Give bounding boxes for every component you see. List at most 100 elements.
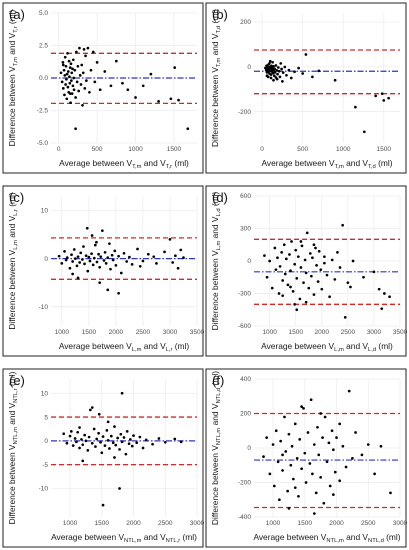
y-tick-label: 0 [247,258,251,265]
data-point [90,252,93,256]
data-point [276,460,280,464]
plot-area [254,13,400,143]
data-point [113,425,116,428]
data-point [295,457,299,460]
data-point [312,512,316,515]
data-point [298,297,302,301]
panels-1-ylabel-mid: and V [210,33,220,58]
data-point [119,271,123,275]
panels-0-ylabel-mid: and V [7,32,17,57]
data-point [144,438,148,442]
data-point [95,437,99,441]
x-tick-label: 1500 [167,146,182,153]
y-tick-label: -10 [39,304,49,311]
x-tick-label: 1000 [266,520,281,527]
data-point [266,75,270,79]
data-point [73,257,77,260]
data-point [63,74,67,77]
x-tick-label: 3000 [190,520,205,527]
data-point [308,252,312,255]
data-point [311,256,314,260]
x-tick-label: 3500 [393,329,408,336]
data-point [78,46,81,50]
data-point [311,75,314,79]
data-point [265,275,269,279]
panels-2-ylabel-mid: and V [7,215,17,240]
data-point [266,69,270,73]
y-tick-label: 2.5 [39,43,48,50]
data-point [280,67,283,71]
data-point [70,79,73,82]
data-point [319,475,323,479]
y-axis-label: Difference between VL,m and VL,d (ml) [210,191,222,330]
data-point [289,463,293,467]
data-point [61,61,65,64]
panels-2-xlabel-mid: and V [141,341,166,351]
data-point [295,308,299,312]
y-tick-label: 0 [247,445,251,452]
y-tick-label: 0 [247,64,251,71]
data-point [87,435,91,439]
data-point [344,465,348,469]
data-point [273,71,277,74]
data-point [75,80,79,84]
panels-5-xlabel-s1: NTL,m [326,538,344,544]
data-point [68,266,72,270]
data-point [338,479,342,483]
panels-3-xlabel-mid: and V [344,341,369,351]
data-point [99,440,102,444]
data-point [383,292,386,295]
data-point [287,507,291,510]
panel-tag: (d) [212,190,228,205]
data-point [163,250,166,254]
panels-3-ylabel-mid: and V [210,216,220,241]
panels-2-xlabel-s1: L,m [132,347,142,353]
data-point [269,76,273,80]
data-point [273,246,277,250]
data-point [276,72,279,76]
data-point [306,431,310,434]
x-tick-label: 2500 [361,520,376,527]
data-point [281,80,284,83]
x-tick-label: 2000 [126,520,141,527]
x-tick-label: 0 [57,146,61,153]
x-tick-label: 500 [92,146,103,153]
data-point [91,50,95,54]
data-point [66,70,70,73]
data-point [68,81,72,85]
data-point [68,434,72,438]
data-point [108,447,111,450]
data-point [290,240,293,243]
data-point [169,97,173,101]
data-point [89,408,92,412]
data-point [138,435,142,439]
data-point [63,55,67,59]
data-point [68,92,72,95]
panels-4-ylabel-s2: NTL,r [13,388,19,403]
data-point [124,452,128,456]
data-point [300,405,303,408]
data-point [93,243,97,247]
data-point [319,412,323,415]
data-point [116,436,120,440]
data-point [128,255,131,259]
data-point [79,83,83,86]
data-point [67,59,71,63]
data-point [78,74,82,77]
data-point [163,440,167,444]
data-point [327,441,331,445]
data-point [287,68,291,72]
data-point [321,436,324,439]
data-point [312,293,316,296]
data-point [65,256,69,259]
data-point [70,253,73,257]
data-point [272,64,275,68]
data-point [372,270,376,274]
y-tick-label: -2.5 [37,108,49,115]
data-point [57,254,61,258]
y-tick-label: -200 [238,480,251,487]
y-tick-label: -5.0 [37,140,49,147]
data-point [303,451,307,455]
data-point [278,265,282,268]
